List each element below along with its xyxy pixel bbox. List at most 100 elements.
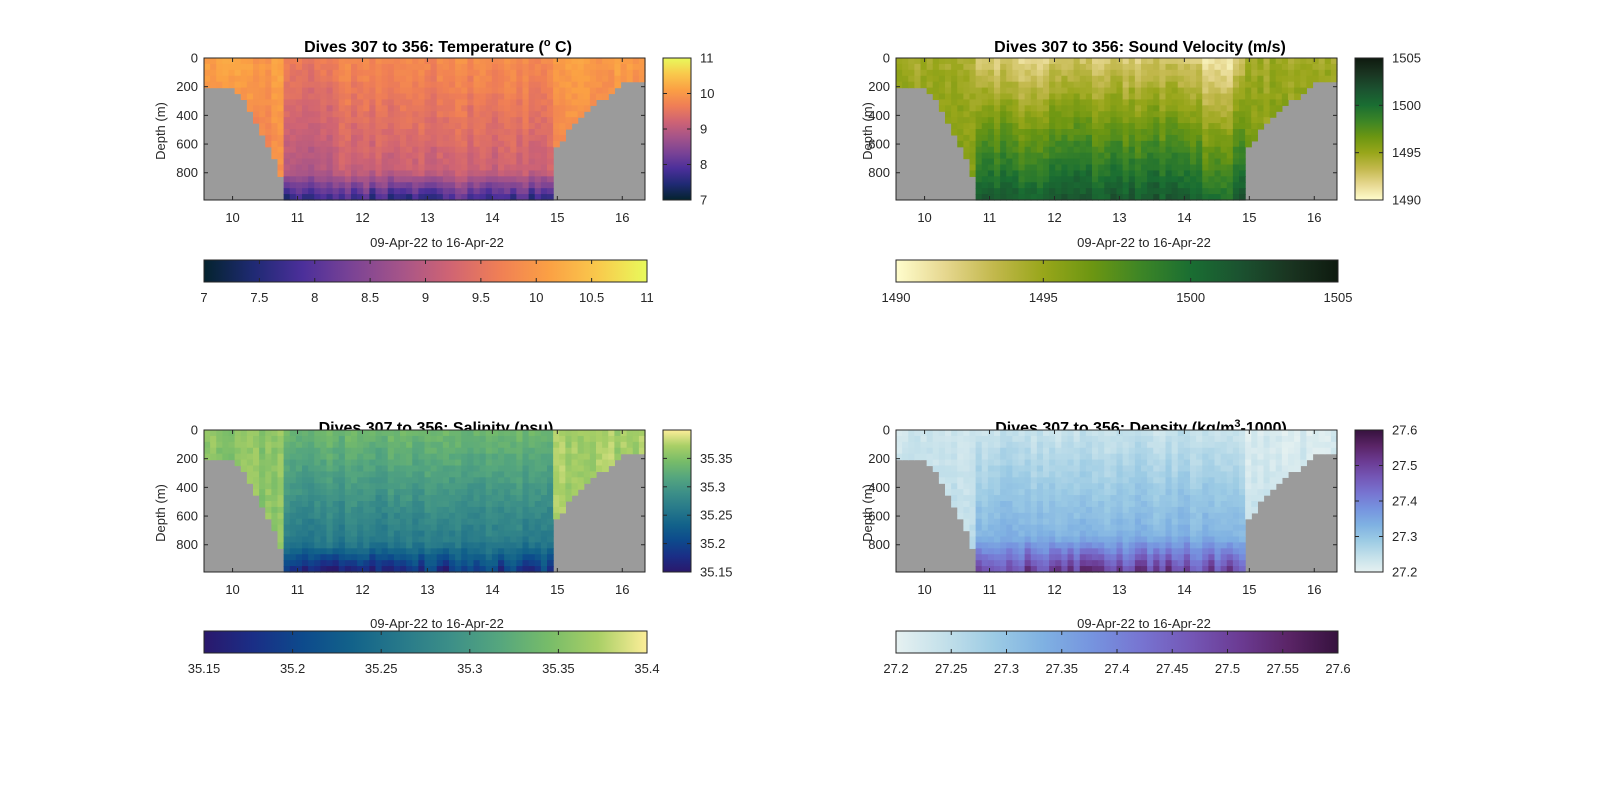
heatmap-cell [534,506,542,514]
heatmap-cell [467,530,475,538]
heatmap-cell [1153,75,1160,83]
heatmap-cell [1116,158,1124,166]
heatmap-cell [1147,63,1154,71]
heatmap-cell [987,129,995,136]
heatmap-cell [424,158,432,166]
heatmap-cell [442,69,450,77]
heatmap-cell [620,441,628,449]
heatmap-cell [1159,176,1167,183]
heatmap-cell [357,477,364,484]
heatmap-cell [1257,87,1265,95]
heatmap-cell [602,441,609,449]
heatmap-cell [1232,146,1240,154]
heatmap-cell [265,483,272,490]
heatmap-cell [1018,152,1026,160]
heatmap-cell [283,158,291,166]
heatmap-cell [1049,530,1056,538]
heatmap-cell [1104,99,1111,106]
heatmap-cell [400,471,407,478]
heatmap-cell [602,447,609,455]
heatmap-cell [969,87,977,95]
heatmap-cell [504,164,511,172]
heatmap-cell [1079,158,1087,166]
heatmap-cell [418,560,426,567]
heatmap-cell [479,489,487,496]
heatmap-cell [1018,194,1026,201]
heatmap-cell [1171,93,1179,101]
heatmap-cell [938,93,946,101]
heatmap-cell [1067,140,1075,148]
colorbar-tick-label: 35.3 [457,661,482,676]
heatmap-cell [920,447,928,455]
heatmap-cell [1128,81,1136,89]
heatmap-cell [1012,477,1020,484]
heatmap-cell [1134,483,1142,490]
heatmap-cell [1190,111,1197,118]
heatmap-cell [951,75,958,83]
heatmap-cell [596,75,603,83]
heatmap-cell [1098,471,1105,478]
heatmap-cell [430,554,438,561]
heatmap-cell [1232,164,1240,172]
heatmap-cell [1128,530,1136,538]
colorbar-tick-label: 35.3 [700,479,725,494]
heatmap-cell [479,447,487,455]
heatmap-cell [571,69,579,77]
heatmap-cell [1098,170,1105,177]
heatmap-cell [1036,182,1044,189]
heatmap-cell [1269,58,1277,65]
heatmap-cell [424,146,432,154]
heatmap-cell [1122,447,1130,455]
heatmap-cell [369,58,377,65]
heatmap-cell [994,58,1001,65]
heatmap-cell [987,134,995,142]
heatmap-cell [1061,447,1069,455]
heatmap-cell [1208,123,1216,130]
heatmap-cell [1067,530,1075,538]
heatmap-cell [504,512,511,520]
heatmap-cell [467,111,475,118]
heatmap-cell [449,489,456,496]
heatmap-cell [1092,471,1099,478]
heatmap-cell [485,58,493,65]
heatmap-cell [1257,75,1265,83]
heatmap-cell [1128,495,1136,502]
heatmap-cell [381,465,389,473]
heatmap-cell [528,489,536,496]
heatmap-cell [1067,501,1075,508]
heatmap-cell [455,58,462,65]
heatmap-cell [1036,152,1044,160]
heatmap-cell [1006,477,1013,484]
heatmap-cell [406,518,413,526]
heatmap-cell [528,483,536,490]
heatmap-cell [1239,170,1246,177]
heatmap-cell [246,453,254,461]
heatmap-cell [969,495,977,502]
heatmap-cell [418,194,426,201]
heatmap-cell [442,111,450,118]
heatmap-cell [1043,518,1050,526]
heatmap-cell [553,140,560,148]
heatmap-cell [987,447,995,455]
heatmap-cell [1134,530,1142,538]
heatmap-cell [1043,489,1050,496]
heatmap-cell [351,447,358,455]
heatmap-cell [540,524,548,532]
heatmap-cell [387,483,395,490]
heatmap-cell [449,170,456,177]
heatmap-cell [271,111,279,118]
heatmap-cell [418,566,426,573]
heatmap-cell [1079,542,1087,549]
heatmap-cell [406,489,413,496]
heatmap-cell [994,430,1001,437]
heatmap-cell [283,152,291,160]
heatmap-cell [1196,58,1203,65]
heatmap-cell [1202,182,1209,189]
heatmap-cell [1073,506,1081,514]
y-tick-label: 400 [176,480,198,495]
heatmap-cell [289,530,297,538]
heatmap-cell [1232,194,1240,201]
heatmap-cell [485,182,493,189]
heatmap-cell [265,430,272,437]
heatmap-cell [1079,495,1087,502]
